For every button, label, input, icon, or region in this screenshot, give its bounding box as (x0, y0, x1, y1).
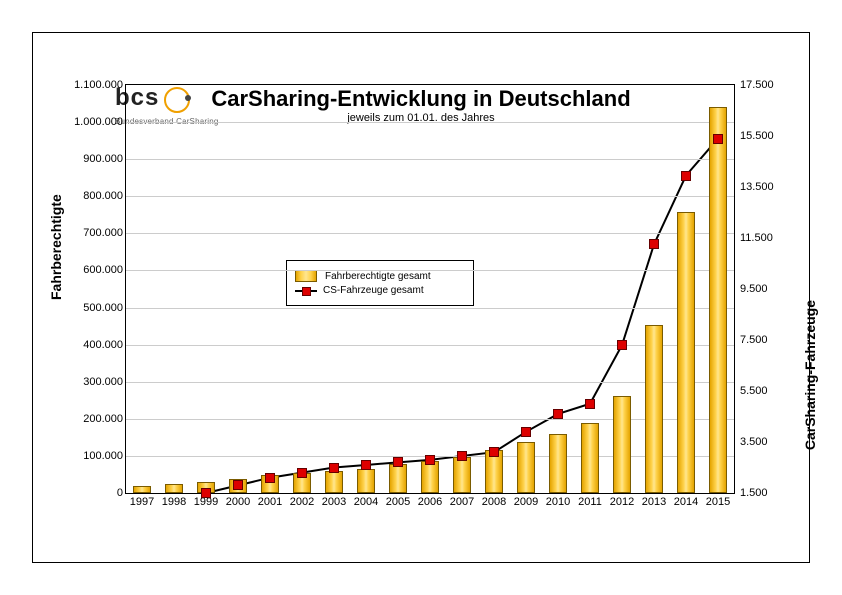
gridline (126, 308, 734, 309)
x-tick: 2001 (258, 496, 282, 508)
x-tick: 2014 (674, 496, 698, 508)
x-tick: 2006 (418, 496, 442, 508)
legend-label-bars: Fahrberechtigte gesamt (325, 271, 431, 282)
y-tick-left: 300.000 (83, 376, 123, 388)
y-tick-left: 0 (117, 487, 123, 499)
x-tick: 2000 (226, 496, 250, 508)
bar (325, 471, 343, 493)
bar (133, 486, 151, 493)
legend-item-bars: Fahrberechtigte gesamt (295, 270, 465, 282)
y-tick-right: 13.500 (740, 181, 774, 193)
x-tick: 2009 (514, 496, 538, 508)
data-marker (265, 473, 275, 483)
data-marker (457, 451, 467, 461)
y-tick-left: 1.100.000 (74, 79, 123, 91)
x-tick: 2002 (290, 496, 314, 508)
plot-area: Fahrberechtigte gesamt CS-Fahrzeuge gesa… (125, 84, 735, 494)
gridline (126, 345, 734, 346)
x-tick: 2005 (386, 496, 410, 508)
x-tick: 2011 (578, 496, 602, 508)
y-tick-left: 500.000 (83, 302, 123, 314)
legend: Fahrberechtigte gesamt CS-Fahrzeuge gesa… (286, 260, 474, 306)
bar (517, 442, 535, 493)
y-tick-right: 15.500 (740, 130, 774, 142)
x-tick: 2012 (610, 496, 634, 508)
gridline (126, 196, 734, 197)
data-marker (713, 134, 723, 144)
bar (453, 457, 471, 493)
y-tick-left: 200.000 (83, 413, 123, 425)
page: bcs Bundesverband CarSharing CarSharing-… (0, 0, 842, 595)
bar (389, 464, 407, 493)
data-marker (553, 409, 563, 419)
bar (613, 396, 631, 493)
y-tick-right: 1.500 (740, 487, 768, 499)
y-tick-left: 700.000 (83, 227, 123, 239)
bar (549, 434, 567, 493)
data-marker (393, 457, 403, 467)
data-marker (681, 171, 691, 181)
y-tick-right: 5.500 (740, 385, 768, 397)
legend-item-line: CS-Fahrzeuge gesamt (295, 285, 465, 296)
y-tick-left: 1.000.000 (74, 116, 123, 128)
data-marker (233, 480, 243, 490)
x-tick: 2010 (546, 496, 570, 508)
x-tick: 2008 (482, 496, 506, 508)
bar (357, 469, 375, 493)
y-tick-right: 9.500 (740, 283, 768, 295)
bar (165, 484, 183, 493)
x-tick: 1997 (130, 496, 154, 508)
data-marker (585, 399, 595, 409)
bar (645, 325, 663, 493)
x-tick: 2007 (450, 496, 474, 508)
data-marker (489, 447, 499, 457)
x-tick: 1998 (162, 496, 186, 508)
data-marker (361, 460, 371, 470)
bar (677, 212, 695, 493)
y-tick-right: 17.500 (740, 79, 774, 91)
bar (581, 423, 599, 493)
gridline (126, 270, 734, 271)
data-marker (649, 239, 659, 249)
y-tick-left: 600.000 (83, 264, 123, 276)
bar (421, 461, 439, 493)
data-marker (201, 488, 211, 498)
x-tick: 2015 (706, 496, 730, 508)
y-tick-left: 800.000 (83, 190, 123, 202)
x-tick: 2004 (354, 496, 378, 508)
gridline (126, 122, 734, 123)
bar (709, 107, 727, 493)
gridline (126, 159, 734, 160)
y-tick-right: 7.500 (740, 334, 768, 346)
data-marker (297, 468, 307, 478)
x-tick: 2013 (642, 496, 666, 508)
legend-label-line: CS-Fahrzeuge gesamt (323, 285, 424, 296)
y-axis-right-label: CarSharing-Fahrzeuge (802, 300, 818, 450)
y-tick-left: 400.000 (83, 339, 123, 351)
y-tick-right: 3.500 (740, 436, 768, 448)
y-tick-left: 100.000 (83, 450, 123, 462)
y-tick-left: 900.000 (83, 153, 123, 165)
data-marker (617, 340, 627, 350)
legend-swatch-line-icon (295, 286, 317, 296)
gridline (126, 419, 734, 420)
data-marker (521, 427, 531, 437)
gridline (126, 382, 734, 383)
data-marker (425, 455, 435, 465)
legend-swatch-bar-icon (295, 270, 317, 282)
x-tick: 2003 (322, 496, 346, 508)
gridline (126, 233, 734, 234)
y-tick-right: 11.500 (740, 232, 773, 244)
y-axis-left-label: Fahrberechtigte (48, 194, 64, 300)
data-marker (329, 463, 339, 473)
